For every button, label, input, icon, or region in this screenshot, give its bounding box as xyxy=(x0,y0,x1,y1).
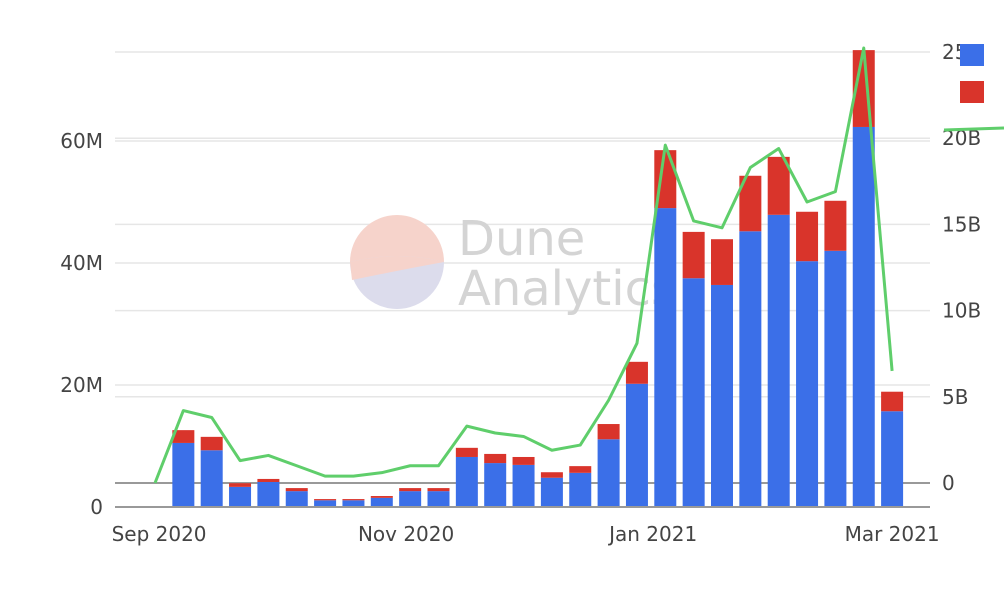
bar-segment-blue xyxy=(852,126,875,507)
bar-segment-blue xyxy=(484,463,507,507)
bar-segment-blue xyxy=(796,261,819,507)
bar-segment-red xyxy=(427,488,450,492)
y-right-tick-label: 5B xyxy=(942,385,968,409)
bar-segment-red xyxy=(682,231,705,279)
bar-segment-red xyxy=(399,488,422,492)
bar-segment-red xyxy=(370,496,393,498)
legend-swatch-line xyxy=(943,126,1004,132)
x-tick-label: Nov 2020 xyxy=(358,522,454,546)
bar-segment-red xyxy=(824,200,847,251)
watermark-logo-top xyxy=(350,215,444,262)
bar-segment-blue xyxy=(399,491,422,507)
bar-segment-red xyxy=(796,211,819,262)
bar-segment-red xyxy=(881,391,904,412)
bar-segment-blue xyxy=(625,383,648,507)
bar-segment-blue xyxy=(285,491,308,507)
legend[interactable] xyxy=(943,44,1004,132)
bar-segment-red xyxy=(569,466,592,473)
bar-segment-red xyxy=(285,488,308,492)
bar-segment-red xyxy=(540,472,563,478)
y-left-tick-label: 0 xyxy=(90,495,103,519)
bar-segment-red xyxy=(314,499,337,501)
bar-segment-blue xyxy=(711,284,733,507)
bar-segment-blue xyxy=(767,214,790,507)
bar-segment-red xyxy=(484,453,507,464)
bar-segment-blue xyxy=(569,472,592,507)
bar-segment-red xyxy=(767,156,790,215)
bar-segment-blue xyxy=(597,439,620,507)
y-left-tick-label: 60M xyxy=(60,129,103,153)
bar-segment-blue xyxy=(314,500,337,507)
x-tick-label: Mar 2021 xyxy=(845,522,940,546)
bar-segment-blue xyxy=(512,464,535,507)
watermark: Dune Analytics xyxy=(350,211,676,317)
bar-segment-blue xyxy=(200,450,223,507)
bar-segment-red xyxy=(597,424,620,440)
bar-segment-blue xyxy=(427,491,450,507)
legend-swatch-red xyxy=(960,81,984,103)
bar-segment-red xyxy=(172,430,195,443)
bar-segment-blue xyxy=(540,477,563,507)
line-series-path xyxy=(153,46,894,484)
x-tick-label: Jan 2021 xyxy=(607,522,697,546)
bar-segment-blue xyxy=(172,442,195,507)
bar-segment-red xyxy=(342,499,365,501)
bar-segment-blue xyxy=(370,497,393,507)
bar-segment-blue xyxy=(824,250,847,508)
y-right-tick-label: 15B xyxy=(942,212,981,236)
bar-segment-blue xyxy=(342,500,365,507)
y-right-tick-label: 10B xyxy=(942,299,981,323)
bars xyxy=(172,50,904,508)
legend-swatch-blue xyxy=(960,44,984,66)
bar-segment-red xyxy=(257,478,280,482)
bar-segment-blue xyxy=(455,456,478,507)
watermark-text-1: Dune xyxy=(458,211,585,267)
y-right-tick-label: 0 xyxy=(942,471,955,495)
bar-segment-blue xyxy=(881,411,904,507)
x-tick-label: Sep 2020 xyxy=(112,522,207,546)
bar-segment-red xyxy=(200,436,223,451)
bar-segment-red xyxy=(739,175,762,232)
bar-segment-blue xyxy=(257,481,280,507)
bar-segment-blue xyxy=(682,278,705,507)
bar-segment-blue xyxy=(654,208,677,507)
y-left-tick-label: 40M xyxy=(60,251,103,275)
bar-segment-blue xyxy=(739,231,762,507)
bar-segment-red xyxy=(625,361,648,384)
bar-segment-red xyxy=(455,447,478,457)
bar-segment-red xyxy=(512,456,535,465)
bar-segment-blue xyxy=(229,486,252,507)
y-left-tick-label: 20M xyxy=(60,373,103,397)
bar-segment-red xyxy=(711,239,733,285)
bar-segment-red xyxy=(229,483,252,487)
line-series xyxy=(153,46,894,484)
watermark-text-2: Analytics xyxy=(458,261,676,317)
